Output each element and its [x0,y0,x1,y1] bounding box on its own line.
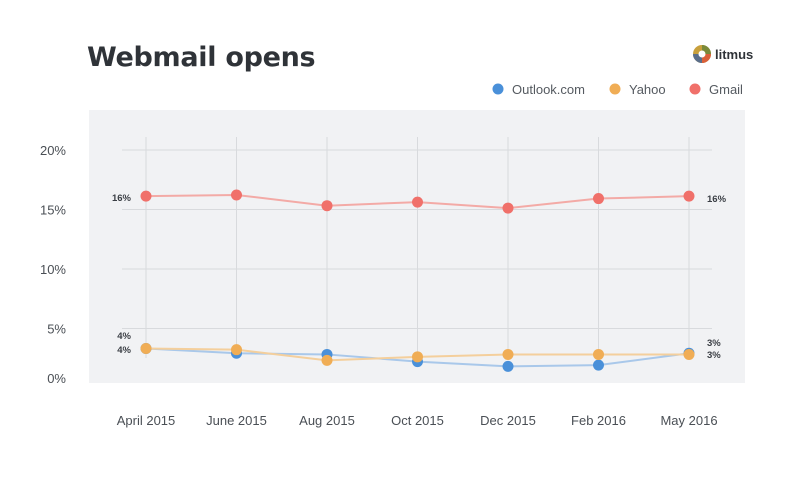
data-point-yahoo [683,348,695,360]
x-axis-ticks: April 2015 June 2015 Aug 2015 Oct 2015 Dec 2… [117,413,718,428]
data-label-left: 4% [117,331,131,342]
litmus-logo-icon [693,45,711,63]
y-axis-ticks: 0% 5% 10% 15% 20% [40,143,66,386]
litmus-logo: litmus [692,44,753,64]
legend-marker [609,83,621,95]
x-tick-label: Aug 2015 [299,413,355,428]
data-label-right: 3% [707,350,721,361]
y-tick-label: 10% [40,262,66,277]
x-tick-label: June 2015 [206,413,267,428]
legend-marker [492,83,504,95]
data-label-right: 3% [707,338,721,349]
data-point-gmail [231,189,242,201]
x-tick-label: April 2015 [117,413,176,428]
x-tick-label: May 2016 [660,413,717,428]
data-point-gmail [140,190,152,202]
data-label-left: 16% [112,193,132,204]
data-point-yahoo [593,348,604,360]
legend-label: Yahoo [629,82,666,97]
data-point-yahoo [231,344,242,356]
data-point-outlookcom [502,360,514,372]
x-tick-label: Dec 2015 [480,413,536,428]
data-point-gmail [502,202,514,214]
legend: Outlook.com Yahoo Gmail [492,82,743,97]
data-label-right: 16% [707,194,727,205]
legend-label: Outlook.com [512,82,585,97]
data-point-gmail [321,200,333,212]
litmus-logo-text: litmus [715,46,754,62]
data-point-gmail [412,196,423,208]
data-labels: 16% 4% 4% 16% 3%3% [112,193,727,361]
grid [122,137,712,358]
data-point-gmail [593,193,604,205]
data-point-yahoo [412,351,423,363]
x-tick-label: Oct 2015 [391,413,444,428]
legend-label: Gmail [709,82,743,97]
chart-title: Webmail opens [87,42,316,73]
y-tick-label: 5% [47,322,66,337]
y-tick-label: 20% [40,143,66,158]
series-points [140,189,695,372]
y-tick-label: 15% [40,203,66,218]
x-tick-label: Feb 2016 [571,413,626,428]
data-point-outlookcom [593,359,604,371]
data-label-left: 4% [117,345,131,356]
data-point-yahoo [321,354,333,366]
y-tick-label: 0% [47,371,66,386]
legend-marker [689,83,701,95]
data-point-yahoo [502,348,514,360]
data-point-yahoo [140,342,152,354]
data-point-gmail [683,190,695,202]
